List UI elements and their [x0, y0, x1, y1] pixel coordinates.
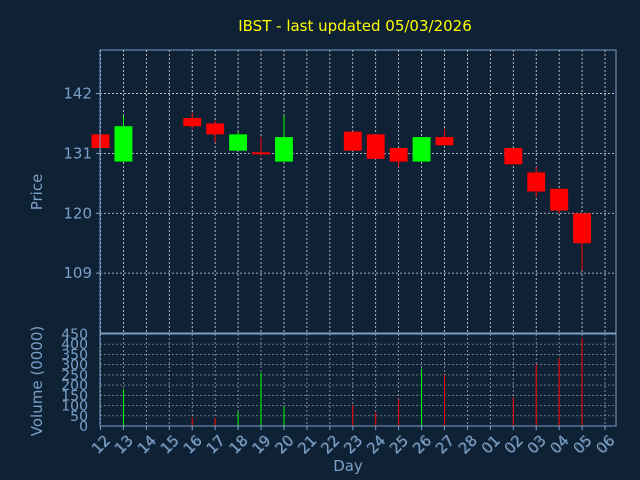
- volume-grid: [100, 333, 616, 427]
- candle-body: [114, 126, 133, 162]
- candle-body: [206, 123, 225, 135]
- candle-body: [435, 137, 454, 146]
- volume-plot-frame: [99, 333, 617, 427]
- candle-body: [527, 172, 546, 192]
- candle-body: [366, 134, 385, 159]
- volume-tick-label: 450: [61, 327, 88, 343]
- price-plot-frame: [99, 49, 617, 334]
- candle-body: [275, 137, 293, 162]
- day-tick-label: 06: [592, 431, 618, 457]
- volume-tick-label: 400: [61, 337, 88, 353]
- candle-body: [504, 147, 523, 165]
- volume-tick-label: 350: [61, 347, 88, 363]
- candle-body: [550, 188, 569, 211]
- candle-body: [229, 134, 248, 151]
- volume-axis-label: Volume (0000): [28, 326, 46, 436]
- candle-body: [389, 147, 408, 162]
- volume-tick-label: 100: [61, 399, 88, 415]
- candlestick-series: [91, 112, 592, 271]
- candle-body: [412, 137, 431, 162]
- volume-series: [122, 338, 583, 426]
- price-tick-label: 109: [63, 264, 92, 282]
- price-axis-label: Price: [28, 174, 46, 211]
- volume-tick-label: 150: [61, 388, 88, 404]
- volume-tick-label: 0: [79, 419, 88, 435]
- chart-title: IBST - last updated 05/03/2026: [238, 17, 472, 35]
- volume-tick-label: 200: [61, 378, 88, 394]
- volume-tick-label: 300: [61, 358, 88, 374]
- volume-tick-label: 250: [61, 368, 88, 384]
- candle-body: [343, 131, 362, 151]
- price-tick-label: 142: [63, 85, 92, 103]
- candle-body: [252, 152, 270, 155]
- candle-body: [573, 213, 592, 244]
- price-tick-label: 131: [63, 144, 92, 162]
- price-tick-label: 120: [63, 204, 92, 222]
- price-grid: [100, 50, 616, 333]
- candle-body: [183, 118, 202, 127]
- price-tick-labels: 142 131 120 109: [63, 85, 100, 282]
- volume-tick-label: 50: [70, 409, 88, 425]
- day-tick-labels: 1212131314141515161617171818191920202121…: [88, 426, 619, 458]
- day-axis-label: Day: [333, 457, 363, 475]
